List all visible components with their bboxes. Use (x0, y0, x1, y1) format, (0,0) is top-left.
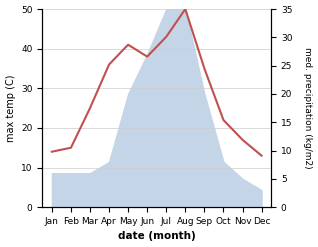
Y-axis label: med. precipitation (kg/m2): med. precipitation (kg/m2) (303, 47, 313, 169)
Y-axis label: max temp (C): max temp (C) (5, 74, 16, 142)
X-axis label: date (month): date (month) (118, 231, 196, 242)
